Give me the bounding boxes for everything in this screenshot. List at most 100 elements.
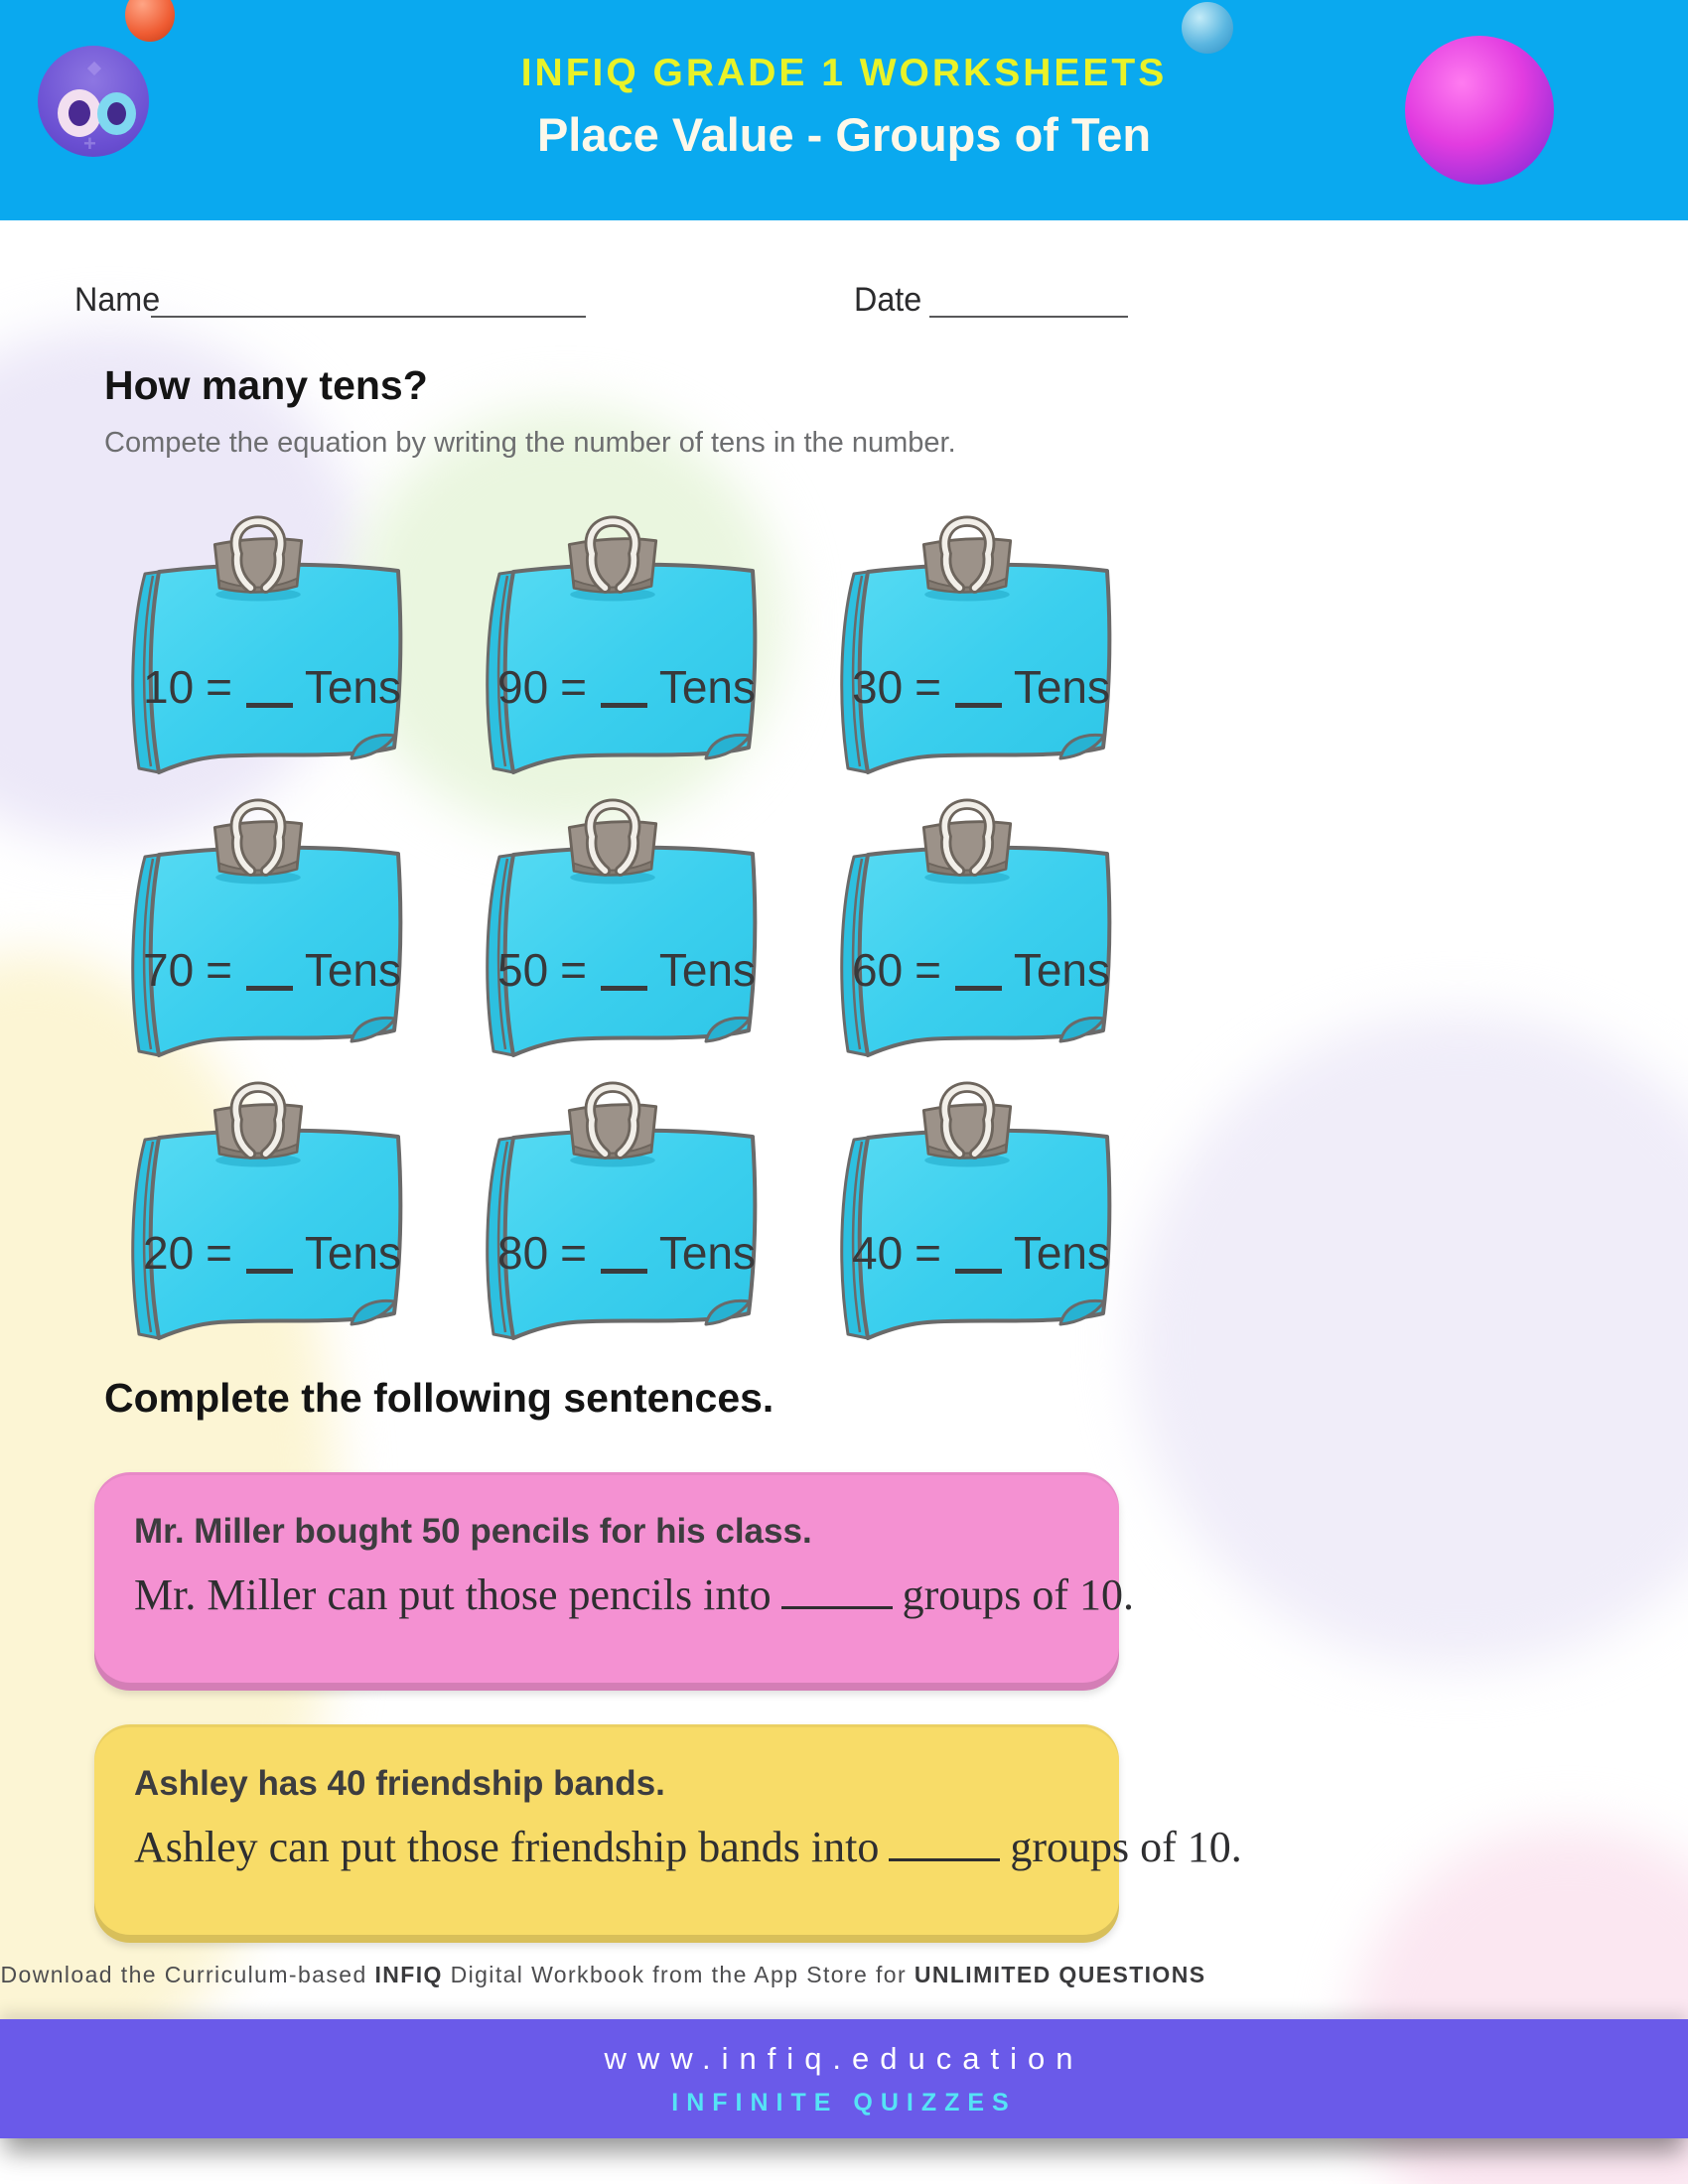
card-unit-label: Tens bbox=[658, 944, 756, 996]
binder-clip-icon bbox=[911, 1070, 1024, 1169]
section-title-how-many-tens: How many tens? bbox=[104, 362, 428, 408]
header-banner: + INFIQ GRADE 1 WORKSHEETS Place Value -… bbox=[0, 0, 1688, 220]
tens-card: 10 = Tens bbox=[109, 556, 407, 786]
tens-cards-grid: 10 = Tens 90 = Tens bbox=[109, 556, 1116, 1352]
tens-equation: 80 = Tens bbox=[497, 1122, 756, 1368]
logo-ring-left bbox=[58, 89, 101, 137]
worksheet-series-title: INFIQ GRADE 1 WORKSHEETS bbox=[520, 52, 1168, 94]
tens-equation: 40 = Tens bbox=[852, 1122, 1110, 1368]
decor-sphere-magenta bbox=[1405, 36, 1554, 185]
promo-brand: INFIQ bbox=[374, 1962, 443, 1987]
answer-blank bbox=[601, 667, 647, 708]
note-card: 50 = Tens bbox=[464, 839, 762, 1069]
answer-blank bbox=[955, 950, 1002, 991]
problem-statement: Ashley has 40 friendship bands. bbox=[134, 1764, 665, 1803]
bottom-bar: www.infiq.education INFINITE QUIZZES bbox=[0, 2019, 1688, 2138]
problem-box-pencils: Mr. Miller bought 50 pencils for his cla… bbox=[94, 1472, 1134, 1691]
infiq-logo-icon: + bbox=[38, 46, 149, 157]
equals-sign: = bbox=[914, 1227, 942, 1279]
equals-sign: = bbox=[560, 944, 588, 996]
card-unit-label: Tens bbox=[658, 1227, 756, 1279]
equals-sign: = bbox=[206, 944, 233, 996]
tens-equation: 10 = Tens bbox=[143, 556, 401, 802]
background-blob bbox=[1132, 1013, 1688, 1668]
date-label: Date bbox=[854, 281, 922, 319]
tens-card: 70 = Tens bbox=[109, 839, 407, 1069]
binder-clip-icon bbox=[911, 787, 1024, 887]
name-line bbox=[151, 316, 586, 318]
tens-equation: 20 = Tens bbox=[143, 1122, 401, 1368]
section-title-complete-sentences: Complete the following sentences. bbox=[104, 1375, 774, 1421]
note-card: 90 = Tens bbox=[464, 556, 762, 786]
date-line bbox=[929, 316, 1128, 318]
equals-sign: = bbox=[560, 1227, 588, 1279]
card-unit-label: Tens bbox=[304, 661, 401, 713]
name-label: Name bbox=[74, 281, 161, 319]
decor-sphere-red bbox=[125, 0, 175, 42]
equals-sign: = bbox=[914, 944, 942, 996]
logo-ring-right bbox=[97, 92, 136, 135]
problem-sentence: Ashley can put those friendship bands in… bbox=[94, 1804, 1242, 1872]
website-url: www.infiq.education bbox=[604, 2041, 1084, 2076]
note-card: 60 = Tens bbox=[818, 839, 1116, 1069]
tens-equation: 50 = Tens bbox=[497, 839, 756, 1085]
card-number: 70 bbox=[143, 944, 195, 996]
note-card: 20 = Tens bbox=[109, 1122, 407, 1352]
problem-box-bands: Ashley has 40 friendship bands. Ashley c… bbox=[94, 1724, 1242, 1943]
tens-card: 40 = Tens bbox=[818, 1122, 1116, 1352]
binder-clip-icon bbox=[556, 504, 669, 604]
answer-blank bbox=[601, 950, 647, 991]
equals-sign: = bbox=[206, 661, 233, 713]
worksheet-title: Place Value - Groups of Ten bbox=[536, 108, 1152, 161]
answer-blank bbox=[955, 667, 1002, 708]
promo-line: Download the Curriculum-based INFIQ Digi… bbox=[0, 1962, 1206, 1988]
card-unit-label: Tens bbox=[1013, 1227, 1110, 1279]
tens-card: 90 = Tens bbox=[464, 556, 762, 786]
card-number: 20 bbox=[143, 1227, 195, 1279]
tens-equation: 90 = Tens bbox=[497, 556, 756, 802]
equals-sign: = bbox=[560, 661, 588, 713]
card-number: 90 bbox=[497, 661, 549, 713]
card-number: 80 bbox=[497, 1227, 549, 1279]
tens-equation: 60 = Tens bbox=[852, 839, 1110, 1085]
binder-clip-icon bbox=[556, 787, 669, 887]
card-number: 60 bbox=[852, 944, 904, 996]
tens-equation: 70 = Tens bbox=[143, 839, 401, 1085]
answer-blank bbox=[601, 1233, 647, 1274]
answer-blank bbox=[955, 1233, 1002, 1274]
tens-card: 50 = Tens bbox=[464, 839, 762, 1069]
card-number: 10 bbox=[143, 661, 195, 713]
card-unit-label: Tens bbox=[1013, 661, 1110, 713]
tens-card: 30 = Tens bbox=[818, 556, 1116, 786]
answer-blank bbox=[889, 1825, 1001, 1861]
sentence-after-blank: groups of 10. bbox=[1010, 1823, 1242, 1871]
card-number: 30 bbox=[852, 661, 904, 713]
card-unit-label: Tens bbox=[658, 661, 756, 713]
answer-blank bbox=[246, 1233, 293, 1274]
tens-equation: 30 = Tens bbox=[852, 556, 1110, 802]
answer-blank bbox=[246, 667, 293, 708]
sentence-after-blank: groups of 10. bbox=[902, 1570, 1135, 1619]
problem-statement: Mr. Miller bought 50 pencils for his cla… bbox=[134, 1512, 812, 1551]
plus-icon: + bbox=[83, 131, 96, 156]
promo-text: Digital Workbook from the App Store for bbox=[450, 1962, 908, 1987]
binder-clip-icon bbox=[202, 1070, 315, 1169]
sentence-before-blank: Ashley can put those friendship bands in… bbox=[134, 1823, 880, 1871]
card-unit-label: Tens bbox=[304, 1227, 401, 1279]
tens-card: 60 = Tens bbox=[818, 839, 1116, 1069]
promo-emphasis: UNLIMITED QUESTIONS bbox=[914, 1962, 1206, 1987]
answer-blank bbox=[246, 950, 293, 991]
binder-clip-icon bbox=[202, 504, 315, 604]
card-number: 40 bbox=[852, 1227, 904, 1279]
note-card: 80 = Tens bbox=[464, 1122, 762, 1352]
equals-sign: = bbox=[914, 661, 942, 713]
promo-text: Download the Curriculum-based bbox=[0, 1962, 367, 1987]
tagline: INFINITE QUIZZES bbox=[671, 2089, 1017, 2116]
decor-sphere-blue bbox=[1182, 2, 1233, 54]
note-card: 10 = Tens bbox=[109, 556, 407, 786]
card-unit-label: Tens bbox=[304, 944, 401, 996]
answer-blank bbox=[780, 1572, 893, 1609]
binder-clip-icon bbox=[556, 1070, 669, 1169]
card-number: 50 bbox=[497, 944, 549, 996]
